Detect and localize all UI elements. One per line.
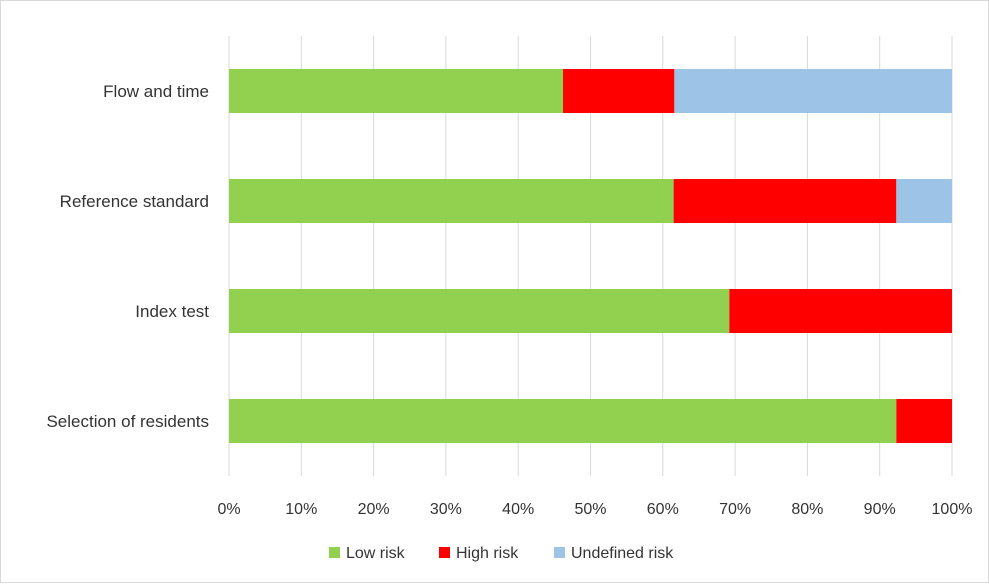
x-tick-label: 50% [574,501,606,518]
bar-segment [896,179,952,223]
category-label: Flow and time [103,82,209,101]
bar-segment [673,179,897,223]
legend-label: Low risk [346,545,406,562]
x-tick-label: 10% [285,501,317,518]
category-label: Index test [135,302,209,321]
bar-segment [563,69,675,113]
bar-segment [229,289,730,333]
x-tick-label: 20% [358,501,390,518]
x-tick-label: 40% [502,501,534,518]
legend-label: Undefined risk [571,545,674,562]
x-tick-label: 0% [217,501,240,518]
x-tick-labels: 0% 10% 20% 30% 40% 50% 60% 70% 80% 90% 100% [217,501,972,518]
category-label: Reference standard [60,192,209,211]
legend-swatch [329,547,340,558]
legend-label: High risk [456,545,519,562]
x-tick-label: 100% [932,501,973,518]
legend-swatch [554,547,565,558]
x-tick-label: 70% [719,501,751,518]
bar-segment [729,289,952,333]
bar-segment [229,399,897,443]
legend: Low risk High risk Undefined risk [329,545,674,562]
category-label: Selection of residents [46,412,209,431]
bars [229,69,952,443]
bar-segment [674,69,952,113]
x-tick-label: 30% [430,501,462,518]
x-tick-label: 90% [864,501,896,518]
bar-segment [896,399,952,443]
legend-swatch [439,547,450,558]
bar-segment [229,179,674,223]
bar-segment [229,69,564,113]
x-tick-label: 60% [647,501,679,518]
category-labels: Flow and time Reference standard Index tes… [46,82,209,431]
x-tick-label: 80% [791,501,823,518]
